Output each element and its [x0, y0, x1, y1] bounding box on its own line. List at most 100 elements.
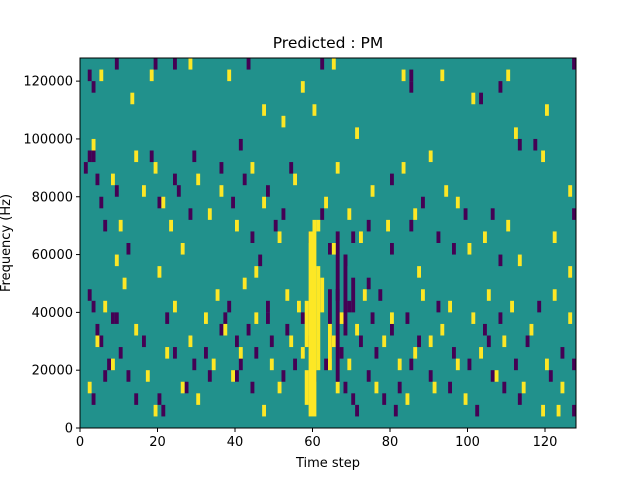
heatmap-cell-high: [506, 69, 511, 82]
heatmap-span-high: [312, 219, 317, 417]
heatmap-cell-low: [343, 381, 348, 394]
heatmap-cell-high: [111, 358, 115, 371]
x-tick-label: 120: [533, 435, 558, 450]
heatmap-cell-low: [448, 381, 452, 394]
heatmap-cell-low: [223, 312, 228, 324]
heatmap-cell-high: [455, 196, 460, 209]
heatmap-cell-low: [250, 381, 255, 394]
heatmap-cell-high: [293, 173, 297, 186]
heatmap-cell-high: [91, 138, 96, 151]
heatmap-cell-high: [134, 150, 139, 163]
heatmap-cell-high: [281, 115, 286, 128]
heatmap-cell-high: [568, 312, 573, 324]
heatmap-cell-high: [312, 104, 317, 116]
heatmap-cell-low: [359, 335, 363, 348]
heatmap-cell-high: [207, 208, 212, 220]
heatmap-cell-high: [510, 300, 514, 313]
heatmap-cell-low: [421, 196, 425, 209]
heatmap-cell-low: [103, 370, 108, 382]
heatmap-cell-low: [192, 358, 197, 371]
heatmap-cell-low: [347, 300, 352, 313]
heatmap-cell-high: [413, 208, 418, 220]
heatmap-cell-high: [134, 323, 139, 336]
heatmap-cell-low: [436, 231, 441, 243]
x-tick-label: 60: [304, 435, 321, 450]
heatmap-cell-low: [502, 381, 507, 394]
heatmap-cell-high: [471, 312, 476, 324]
heatmap-cell-low: [207, 370, 212, 382]
heatmap-cell-high: [99, 69, 104, 82]
heatmap-cell-low: [572, 58, 576, 70]
heatmap-cell-low: [525, 335, 530, 348]
heatmap-cell-high: [444, 185, 449, 197]
heatmap-cell-high: [397, 358, 402, 371]
heatmap-span-high: [308, 231, 313, 417]
heatmap-span-low: [335, 231, 340, 382]
heatmap-cell-low: [490, 370, 495, 382]
heatmap-cell-low: [266, 312, 270, 324]
heatmap-cell-high: [339, 312, 344, 324]
heatmap-cell-low: [409, 358, 414, 371]
heatmap-cell-low: [219, 162, 224, 174]
heatmap-cell-low: [409, 81, 414, 93]
heatmap-cell-low: [548, 370, 553, 382]
heatmap-cell-low: [475, 404, 480, 417]
heatmap-cell-high: [196, 393, 201, 405]
heatmap-cell-high: [355, 323, 359, 336]
heatmap-cell-high: [103, 300, 108, 313]
heatmap-cell-low: [405, 312, 410, 324]
heatmap-cell-high: [262, 404, 266, 417]
heatmap-cell-low: [483, 323, 487, 336]
heatmap-cell-high: [122, 277, 127, 290]
heatmap-cell-low: [428, 370, 433, 382]
heatmap-cell-high: [455, 358, 460, 371]
heatmap-cell-low: [320, 58, 325, 70]
heatmap-cell-high: [529, 323, 534, 336]
heatmap-cell-high: [316, 219, 321, 232]
heatmap-cell-low: [254, 347, 259, 359]
heatmap-cell-low: [517, 393, 522, 405]
heatmap-cell-low: [273, 219, 278, 232]
heatmap-cell-low: [366, 219, 371, 232]
x-tick-label: 0: [76, 435, 84, 450]
heatmap-cell-low: [235, 335, 239, 348]
heatmap-cell-high: [173, 300, 177, 313]
heatmap-cell-low: [517, 138, 522, 151]
chart-title: Predicted : PM: [273, 34, 384, 52]
heatmap-cell-low: [285, 323, 290, 336]
heatmap-cell-high: [479, 347, 483, 359]
heatmap-cell-high: [300, 81, 305, 93]
heatmap-cell-high: [95, 335, 100, 348]
heatmap-cells: [83, 58, 576, 417]
heatmap-cell-high: [211, 358, 216, 371]
heatmap-cell-low: [463, 208, 468, 220]
heatmap-cell-low: [142, 335, 146, 348]
heatmap-cell-low: [87, 69, 92, 82]
x-axis: 0 20 40 60 80 100 120: [76, 428, 558, 450]
heatmap-cell-high: [471, 92, 476, 105]
heatmap-cell-low: [91, 300, 96, 313]
heatmap-cell-high: [153, 162, 158, 174]
heatmap-cell-low: [351, 231, 356, 243]
heatmap-cell-high: [560, 381, 565, 394]
heatmap-cell-low: [87, 150, 92, 163]
heatmap-cell-low: [114, 58, 119, 70]
heatmap-span-high: [316, 266, 321, 371]
y-tick-label: 120000: [23, 75, 73, 90]
heatmap-cell-low: [328, 243, 332, 255]
heatmap-cell-low: [219, 323, 224, 336]
x-tick-label: 100: [455, 435, 480, 450]
heatmap-span-low: [343, 254, 348, 336]
x-tick-label: 40: [227, 435, 244, 450]
heatmap-cell-high: [142, 185, 146, 197]
heatmap-cell-low: [366, 370, 371, 382]
heatmap-cell-low: [188, 208, 193, 220]
heatmap-cell-high: [448, 300, 452, 313]
heatmap-cell-low: [87, 289, 92, 301]
heatmap-cell-high: [428, 335, 433, 348]
heatmap-cell-high: [180, 243, 185, 255]
heatmap-span-high: [304, 370, 309, 405]
heatmap-cell-high: [432, 381, 437, 394]
heatmap-cell-high: [413, 347, 418, 359]
